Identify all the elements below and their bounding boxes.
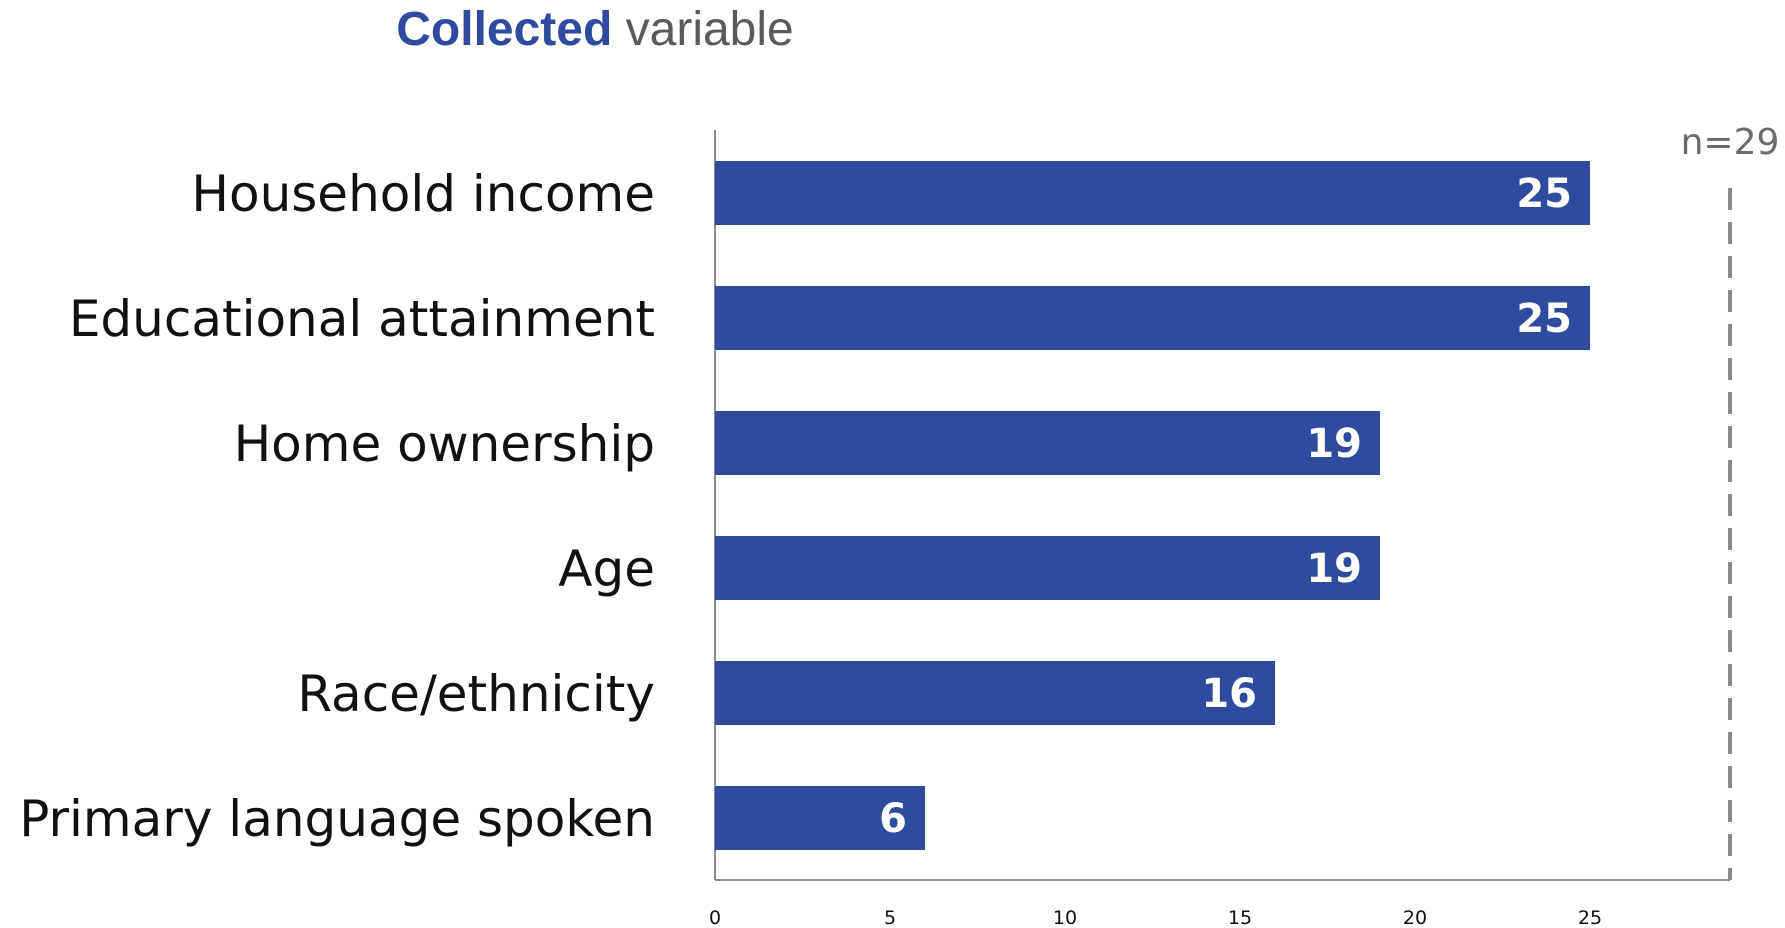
category-label: Race/ethnicity [297,665,655,723]
bar [715,786,925,850]
data-label: 19 [1306,546,1362,592]
data-label: 25 [1516,296,1572,342]
bar [715,161,1590,225]
category-label: Age [558,540,655,598]
category-label: Primary language spoken [19,790,655,848]
chart-title-rest: variable [612,3,794,56]
bar [715,411,1380,475]
data-label: 19 [1306,421,1362,467]
bar [715,286,1590,350]
reference-line-label: n=29 [1681,122,1780,163]
x-tick-label: 15 [1228,907,1252,928]
data-label: 25 [1516,171,1572,217]
x-tick-label: 25 [1578,907,1602,928]
x-tick-label: 20 [1403,907,1427,928]
bar [715,661,1275,725]
chart-title-strong: Collected [396,3,613,56]
data-label: 16 [1201,671,1257,717]
x-tick-label: 5 [884,907,896,928]
category-label: Home ownership [234,415,655,473]
category-label: Educational attainment [69,290,655,348]
chart-title: Collected variable [0,0,1190,60]
bar [715,536,1380,600]
category-label: Household income [191,165,655,223]
data-label: 6 [879,796,907,842]
x-tick-label: 0 [709,907,721,928]
x-tick-label: 10 [1053,907,1077,928]
